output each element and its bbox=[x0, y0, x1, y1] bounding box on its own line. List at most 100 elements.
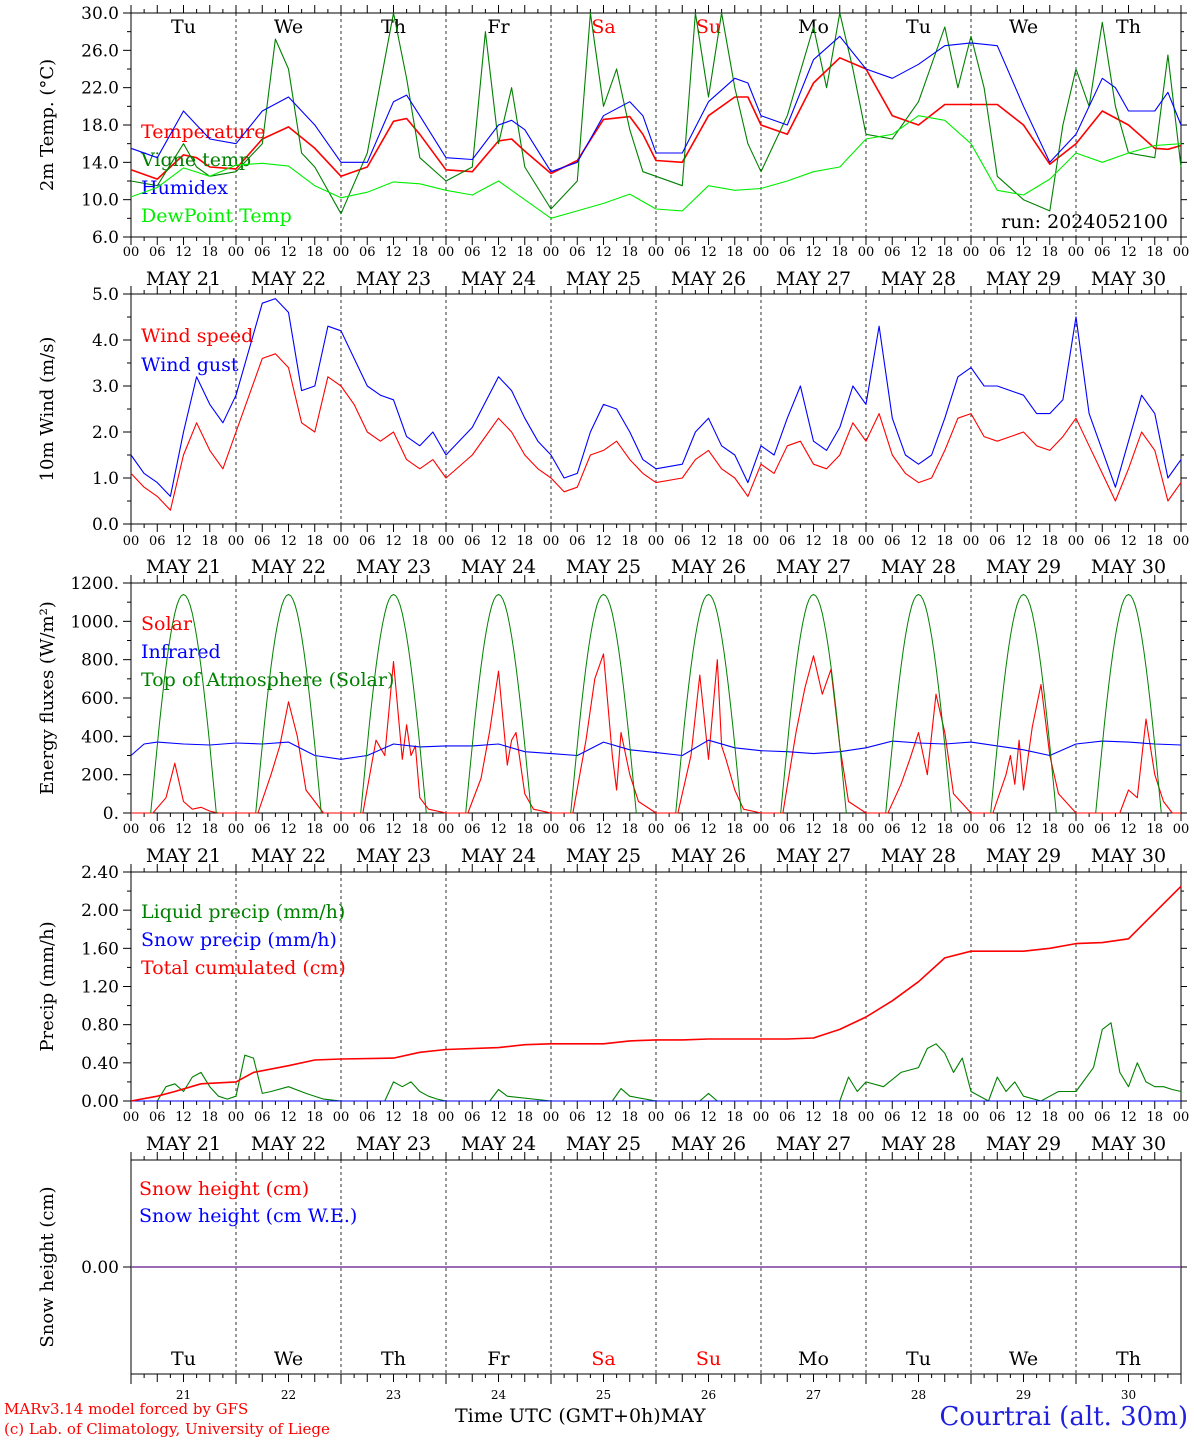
y-tick-label: 1.0 bbox=[92, 469, 119, 489]
date-label: MAY 22 bbox=[251, 1133, 326, 1155]
hour-tick-label: 18 bbox=[411, 245, 428, 260]
hour-tick-label: 12 bbox=[280, 822, 297, 837]
hour-tick-label: 00 bbox=[228, 245, 245, 260]
y-tick-label: 14.0 bbox=[81, 153, 119, 173]
series-line-dewpoint-temp bbox=[130, 115, 1182, 219]
date-label: MAY 23 bbox=[356, 268, 431, 290]
hour-tick-label: 00 bbox=[438, 245, 455, 260]
date-label: MAY 24 bbox=[461, 556, 536, 578]
weekday-label: We bbox=[274, 16, 303, 38]
hour-tick-label: 00 bbox=[123, 534, 140, 549]
hour-tick-label: 18 bbox=[306, 1110, 323, 1125]
hour-tick-label: 12 bbox=[385, 1110, 402, 1125]
legend-entry: Infrared bbox=[141, 641, 221, 663]
y-tick-label: 0.00 bbox=[81, 1092, 119, 1112]
hour-tick-label: 06 bbox=[884, 245, 901, 260]
hour-tick-label: 06 bbox=[254, 1110, 271, 1125]
hour-tick-label: 00 bbox=[1068, 1110, 1085, 1125]
hour-tick-label: 00 bbox=[333, 534, 350, 549]
hour-tick-label: 18 bbox=[201, 1110, 218, 1125]
hour-tick-label: 06 bbox=[464, 245, 481, 260]
date-label: MAY 23 bbox=[356, 845, 431, 867]
hour-tick-label: 06 bbox=[779, 1110, 796, 1125]
hour-tick-label: 00 bbox=[228, 1110, 245, 1125]
hour-tick-label: 06 bbox=[359, 822, 376, 837]
y-tick-label: 2.00 bbox=[81, 901, 119, 921]
hour-tick-label: 12 bbox=[595, 245, 612, 260]
hour-tick-label: 00 bbox=[858, 822, 875, 837]
series-line-total-cumulated-cm bbox=[130, 885, 1182, 1102]
hour-tick-label: 18 bbox=[1146, 822, 1163, 837]
legend-entry: Snow height (cm) bbox=[139, 1178, 309, 1200]
hour-tick-label: 18 bbox=[726, 245, 743, 260]
hour-tick-label: 06 bbox=[149, 1110, 166, 1125]
legend-entry: Wind speed bbox=[141, 325, 253, 347]
weekday-label-bottom: Su bbox=[696, 1348, 721, 1370]
hour-tick-label: 12 bbox=[910, 822, 927, 837]
date-label: MAY 30 bbox=[1091, 845, 1166, 867]
hour-tick-label: 18 bbox=[936, 534, 953, 549]
time-axis-label: Time UTC (GMT+0h)MAY bbox=[455, 1405, 706, 1427]
hour-tick-label: 18 bbox=[1146, 1110, 1163, 1125]
hour-tick-label: 18 bbox=[201, 534, 218, 549]
y-tick-label: 5.0 bbox=[92, 285, 119, 305]
y-tick-label: 10.0 bbox=[81, 191, 119, 211]
hour-tick-label: 06 bbox=[989, 245, 1006, 260]
y-tick-label: 400. bbox=[81, 727, 119, 747]
station-label: Courtrai (alt. 30m) bbox=[939, 1402, 1189, 1432]
hour-tick-label: 00 bbox=[858, 534, 875, 549]
weekday-label: Fr bbox=[487, 16, 510, 38]
hour-tick-label: 00 bbox=[648, 1110, 665, 1125]
hour-tick-label: 18 bbox=[621, 534, 638, 549]
weekday-label-bottom: Th bbox=[381, 1348, 406, 1370]
hour-tick-label: 06 bbox=[1094, 1110, 1111, 1125]
hour-tick-label: 12 bbox=[910, 245, 927, 260]
y-tick-label: 6.0 bbox=[92, 228, 119, 248]
weekday-label-bottom: We bbox=[274, 1348, 303, 1370]
hour-tick-label: 00 bbox=[753, 245, 770, 260]
hour-tick-label: 12 bbox=[175, 534, 192, 549]
hour-tick-label: 06 bbox=[1094, 822, 1111, 837]
day-number-label: 27 bbox=[806, 1388, 821, 1402]
hour-tick-label: 06 bbox=[254, 822, 271, 837]
day-number-label: 30 bbox=[1121, 1388, 1136, 1402]
hour-tick-label: 06 bbox=[884, 1110, 901, 1125]
run-label: run: 2024052100 bbox=[1001, 211, 1168, 233]
hour-tick-label: 00 bbox=[1068, 822, 1085, 837]
hour-tick-label: 18 bbox=[831, 1110, 848, 1125]
hour-tick-label: 00 bbox=[333, 245, 350, 260]
day-number-label: 28 bbox=[911, 1388, 926, 1402]
hour-tick-label: 12 bbox=[805, 822, 822, 837]
legend-entry: Snow precip (mm/h) bbox=[141, 929, 337, 951]
weekday-label-bottom: Mo bbox=[798, 1348, 829, 1370]
date-label: MAY 29 bbox=[986, 556, 1061, 578]
hour-tick-label: 12 bbox=[1015, 822, 1032, 837]
y-tick-label: 0.0 bbox=[92, 515, 119, 535]
hour-tick-label: 18 bbox=[936, 822, 953, 837]
weekday-label-bottom: Th bbox=[1116, 1348, 1141, 1370]
hour-tick-label: 18 bbox=[621, 1110, 638, 1125]
hour-tick-label: 06 bbox=[149, 245, 166, 260]
legend-entry: Snow height (cm W.E.) bbox=[139, 1205, 357, 1227]
weekday-label-bottom: Tu bbox=[906, 1348, 931, 1370]
hour-tick-label: 00 bbox=[1173, 822, 1190, 837]
hour-tick-label: 06 bbox=[464, 822, 481, 837]
hour-tick-label: 06 bbox=[464, 534, 481, 549]
hour-tick-label: 06 bbox=[779, 245, 796, 260]
hour-tick-label: 06 bbox=[359, 245, 376, 260]
legend-entry: Top of Atmosphere (Solar) bbox=[141, 669, 394, 691]
date-label: MAY 24 bbox=[461, 845, 536, 867]
hour-tick-label: 00 bbox=[963, 822, 980, 837]
hour-tick-label: 06 bbox=[674, 245, 691, 260]
hour-tick-label: 06 bbox=[989, 822, 1006, 837]
day-number-label: 24 bbox=[491, 1388, 507, 1402]
hour-tick-label: 18 bbox=[516, 534, 533, 549]
hour-tick-label: 18 bbox=[936, 1110, 953, 1125]
hour-tick-label: 12 bbox=[700, 1110, 717, 1125]
date-label: MAY 29 bbox=[986, 268, 1061, 290]
date-label: MAY 30 bbox=[1091, 1133, 1166, 1155]
hour-tick-label: 12 bbox=[595, 1110, 612, 1125]
date-label: MAY 29 bbox=[986, 1133, 1061, 1155]
hour-tick-label: 18 bbox=[1041, 822, 1058, 837]
y-tick-label: 1000. bbox=[70, 612, 119, 632]
